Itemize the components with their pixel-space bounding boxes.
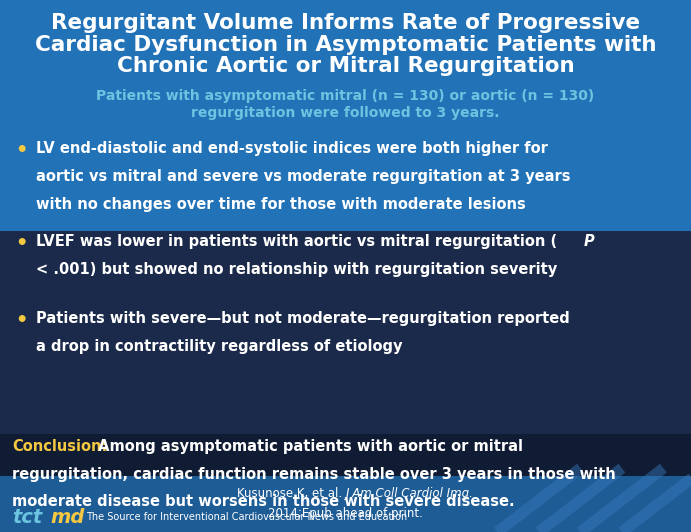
Text: Kusunose K, et al.: Kusunose K, et al. [236,487,346,500]
Text: Patients with severe—but not moderate—regurgitation reported: Patients with severe—but not moderate—re… [36,311,569,326]
Text: Cardiac Dysfunction in Asymptomatic Patients with: Cardiac Dysfunction in Asymptomatic Pati… [35,35,656,55]
Text: LVEF was lower in patients with aortic vs mitral regurgitation (: LVEF was lower in patients with aortic v… [36,234,557,249]
Text: Chronic Aortic or Mitral Regurgitation: Chronic Aortic or Mitral Regurgitation [117,56,574,76]
Text: with no changes over time for those with moderate lesions: with no changes over time for those with… [36,197,526,212]
Text: regurgitation were followed to 3 years.: regurgitation were followed to 3 years. [191,106,500,120]
Text: md: md [50,508,85,527]
Text: •: • [15,234,28,253]
Text: Conclusion:: Conclusion: [12,439,108,454]
Text: J Am Coll Cardiol Img.: J Am Coll Cardiol Img. [346,487,473,500]
Text: tct: tct [12,508,43,527]
Text: a drop in contractility regardless of etiology: a drop in contractility regardless of et… [36,339,402,354]
Text: 2014;Epub ahead of print.: 2014;Epub ahead of print. [268,507,423,520]
Bar [0,434,691,476]
Text: aortic vs mitral and severe vs moderate regurgitation at 3 years: aortic vs mitral and severe vs moderate … [36,169,571,184]
Text: moderate disease but worsens in those with severe disease.: moderate disease but worsens in those wi… [12,494,515,509]
Text: Among asymptomatic patients with aortic or mitral: Among asymptomatic patients with aortic … [93,439,523,454]
Text: P: P [584,234,595,249]
Bar [0,476,691,532]
Text: •: • [15,311,28,330]
Text: < .001) but showed no relationship with regurgitation severity: < .001) but showed no relationship with … [36,262,557,277]
Text: The Source for Interventional Cardiovascular News and Education: The Source for Interventional Cardiovasc… [86,512,408,522]
Text: LV end-diastolic and end-systolic indices were both higher for: LV end-diastolic and end-systolic indice… [36,141,548,156]
Text: Patients with asymptomatic mitral (n = 130) or aortic (n = 130): Patients with asymptomatic mitral (n = 1… [96,89,595,103]
Text: regurgitation, cardiac function remains stable over 3 years in those with: regurgitation, cardiac function remains … [12,467,616,481]
Bar [0,231,691,434]
Text: •: • [15,141,28,160]
Text: Regurgitant Volume Informs Rate of Progressive: Regurgitant Volume Informs Rate of Progr… [51,13,640,34]
